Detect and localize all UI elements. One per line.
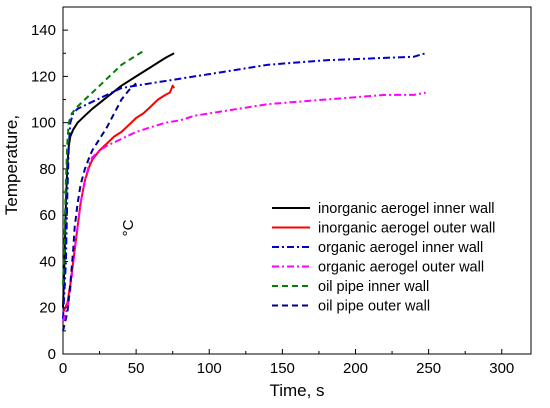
y-axis-title: Temperature, [2, 115, 21, 215]
x-tick-label: 250 [416, 360, 441, 377]
x-tick-label: 200 [343, 360, 368, 377]
x-tick-label: 100 [197, 360, 222, 377]
legend-label: organic aerogel inner wall [318, 240, 483, 256]
x-tick-label: 0 [59, 360, 67, 377]
axis-ticks: 0 50 100 150 200 250 300 0 20 40 60 80 100 120 140 [31, 22, 514, 377]
y-tick-label: 0 [48, 346, 56, 363]
y-tick-label: 40 [39, 253, 56, 270]
x-tick-label: 300 [489, 360, 514, 377]
legend-label: inorganic aerogel inner wall [318, 201, 495, 217]
x-tick-label: 50 [128, 360, 145, 377]
plot-frame [62, 6, 532, 355]
y-tick-label: 120 [31, 68, 56, 85]
series-line [62, 91, 426, 322]
series-line [62, 52, 175, 308]
plot-area [62, 6, 532, 355]
x-axis-title: Time, s [269, 381, 324, 400]
series-line [62, 84, 175, 313]
legend: inorganic aerogel inner wall inorganic ae… [272, 201, 495, 315]
legend-label: oil pipe inner wall [318, 279, 429, 295]
y-tick-label: 100 [31, 115, 56, 132]
series-line [62, 82, 137, 332]
x-tick-label: 150 [270, 360, 295, 377]
series-lines [62, 50, 426, 332]
y-tick-label: 80 [39, 161, 56, 178]
series-line [62, 52, 426, 320]
legend-label: inorganic aerogel outer wall [318, 221, 495, 237]
series-line [62, 50, 144, 285]
legend-label: organic aerogel outer wall [318, 260, 484, 276]
legend-label: oil pipe outer wall [318, 299, 430, 315]
y-tick-label: 140 [31, 22, 56, 39]
y-axis-unit: °C [120, 219, 137, 236]
y-tick-label: 20 [39, 300, 56, 317]
y-tick-label: 60 [39, 207, 56, 224]
